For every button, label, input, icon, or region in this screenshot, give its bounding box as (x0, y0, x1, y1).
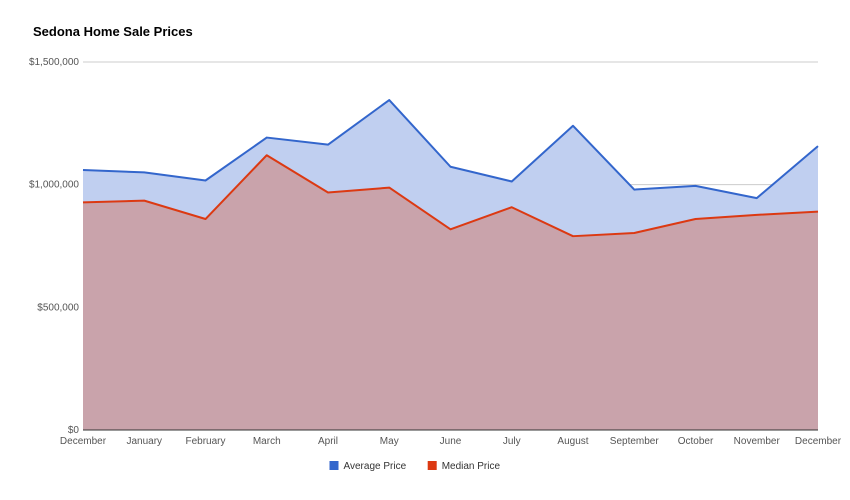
legend: Average Price Median Price (329, 461, 501, 472)
x-tick-label: December (60, 436, 107, 447)
x-tick-label: May (380, 436, 399, 447)
legend-label: Average Price (344, 461, 407, 472)
legend-swatch (427, 461, 437, 470)
x-tick-label: March (253, 436, 281, 447)
series-lines (82, 99, 819, 431)
y-tick-label: $500,000 (37, 302, 79, 313)
line-average-price (82, 99, 819, 200)
area-median-price (83, 155, 818, 430)
area-fills (83, 100, 818, 430)
y-tick-label: $1,500,000 (29, 57, 79, 68)
x-tick-label: December (795, 436, 842, 447)
x-tick-label: February (185, 436, 225, 447)
x-tick-label: September (610, 436, 660, 447)
x-tick-label: July (503, 436, 521, 447)
x-tick-label: April (318, 436, 338, 447)
x-tick-label: November (734, 436, 781, 447)
x-tick-label: October (678, 436, 714, 447)
line-median-price (82, 154, 819, 238)
x-tick-label: January (126, 436, 162, 447)
x-tick-label: June (440, 436, 462, 447)
axis-labels: $0 $500,000 $1,000,000 $1,500,000 December Ja… (29, 57, 842, 447)
chart-title: Sedona Home Sale Prices (33, 24, 193, 39)
legend-swatch (329, 461, 339, 470)
x-tick-label: August (557, 436, 588, 447)
y-tick-label: $0 (68, 425, 80, 436)
legend-label: Median Price (442, 461, 501, 472)
y-tick-label: $1,000,000 (29, 180, 79, 191)
